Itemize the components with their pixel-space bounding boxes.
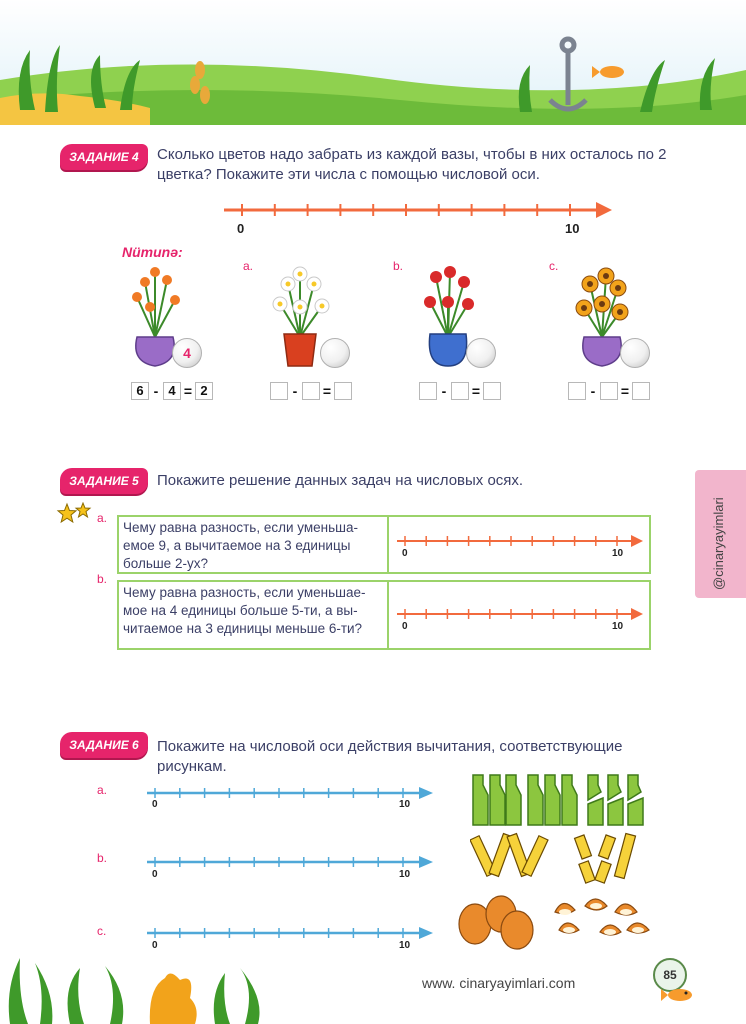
box-divider bbox=[387, 582, 389, 648]
task6-badge: ЗАДАНИЕ 6 bbox=[60, 732, 148, 758]
task5-box-a: Чему равна разность, если уменьша-емое 9… bbox=[117, 515, 651, 574]
task4-label-c: c. bbox=[549, 259, 559, 273]
task5-a-start: 0 bbox=[402, 548, 408, 559]
task4-axis-end: 10 bbox=[565, 221, 580, 236]
answer-box[interactable] bbox=[270, 382, 288, 400]
vase-c-image bbox=[575, 267, 629, 367]
vase-a-ball bbox=[320, 338, 350, 368]
equation-b: - = bbox=[419, 382, 501, 400]
vase-c-ball bbox=[620, 338, 650, 368]
answer-box[interactable] bbox=[419, 382, 437, 400]
task5-box-b: Чему равна разность, если уменьшае-мое н… bbox=[117, 580, 651, 650]
task6-axis-b bbox=[147, 856, 433, 868]
task5-question-a: Чему равна разность, если уменьша-емое 9… bbox=[123, 520, 358, 571]
task5-b-end: 10 bbox=[612, 621, 624, 632]
task6-c-end: 10 bbox=[399, 940, 411, 951]
eq-box: 6 bbox=[131, 382, 149, 400]
eq-equals: = bbox=[183, 383, 193, 399]
footer-seaweed bbox=[8, 958, 260, 1024]
example-equation: 6 - 4 = 2 bbox=[131, 382, 213, 400]
task5-label-a: a. bbox=[97, 511, 108, 525]
task5-axis-b bbox=[397, 608, 643, 620]
answer-box[interactable] bbox=[632, 382, 650, 400]
answer-box[interactable] bbox=[451, 382, 469, 400]
box-divider bbox=[387, 517, 389, 572]
vase-b-ball bbox=[466, 338, 496, 368]
equation-c: - = bbox=[568, 382, 650, 400]
eq-minus: - bbox=[441, 383, 447, 399]
task5-question-b: Чему равна разность, если уменьшае-мое н… bbox=[123, 585, 366, 636]
task4-label-a: a. bbox=[243, 259, 254, 273]
example-ball: 4 bbox=[172, 338, 202, 368]
eq-equals: = bbox=[322, 383, 332, 399]
side-tab: @cinaryayimlari bbox=[695, 470, 746, 598]
answer-box[interactable] bbox=[568, 382, 586, 400]
task6-axis-a bbox=[147, 787, 433, 799]
side-tab-text: @cinaryayimlari bbox=[711, 497, 726, 590]
eq-box: 2 bbox=[195, 382, 213, 400]
task6-label-a: a. bbox=[97, 783, 108, 797]
eq-box: 4 bbox=[163, 382, 181, 400]
eq-minus: - bbox=[292, 383, 298, 399]
task4-instruction: Сколько цветов надо забрать из каждой ва… bbox=[157, 146, 667, 183]
eq-equals: = bbox=[620, 383, 630, 399]
task4-label-b: b. bbox=[393, 259, 404, 273]
task4-axis-start: 0 bbox=[237, 221, 245, 236]
task6-a-start: 0 bbox=[152, 799, 158, 810]
task6-label-c: c. bbox=[97, 924, 107, 938]
difficulty-stars-icon bbox=[56, 502, 92, 524]
pencils-picture bbox=[470, 832, 637, 884]
eggs-picture bbox=[458, 895, 650, 950]
page-number: 85 bbox=[653, 958, 687, 992]
task6-c-start: 0 bbox=[152, 940, 158, 951]
answer-box[interactable] bbox=[302, 382, 320, 400]
task6-label-b: b. bbox=[97, 851, 108, 865]
vase-b-image bbox=[424, 266, 474, 367]
equation-a: - = bbox=[270, 382, 352, 400]
task4-number-line bbox=[224, 202, 612, 218]
task6-b-start: 0 bbox=[152, 869, 158, 880]
eq-minus: - bbox=[153, 383, 159, 399]
answer-box[interactable] bbox=[334, 382, 352, 400]
task6-instruction: Покажите на числовой оси действия вычита… bbox=[157, 738, 623, 775]
fish-icon bbox=[661, 989, 692, 1001]
header-banner bbox=[0, 0, 746, 125]
task5-b-start: 0 bbox=[402, 621, 408, 632]
bottles-picture bbox=[472, 774, 644, 826]
vase-a-image bbox=[272, 266, 330, 367]
task5-label-b: b. bbox=[97, 572, 108, 586]
example-label: Nümunə: bbox=[122, 244, 183, 260]
task5-instruction: Покажите решение данных задач на числовы… bbox=[157, 472, 524, 489]
eq-equals: = bbox=[471, 383, 481, 399]
task4-badge: ЗАДАНИЕ 4 bbox=[60, 144, 148, 170]
task6-axis-c bbox=[147, 927, 433, 939]
example-vase-image bbox=[132, 267, 180, 367]
answer-box[interactable] bbox=[600, 382, 618, 400]
task5-a-end: 10 bbox=[612, 548, 624, 559]
task5-axis-a bbox=[397, 535, 643, 547]
footer-website[interactable]: www. cinaryayimlari.com bbox=[422, 975, 576, 991]
eq-minus: - bbox=[590, 383, 596, 399]
task6-a-end: 10 bbox=[399, 799, 411, 810]
task6-b-end: 10 bbox=[399, 869, 411, 880]
answer-box[interactable] bbox=[483, 382, 501, 400]
task5-badge: ЗАДАНИЕ 5 bbox=[60, 468, 148, 494]
